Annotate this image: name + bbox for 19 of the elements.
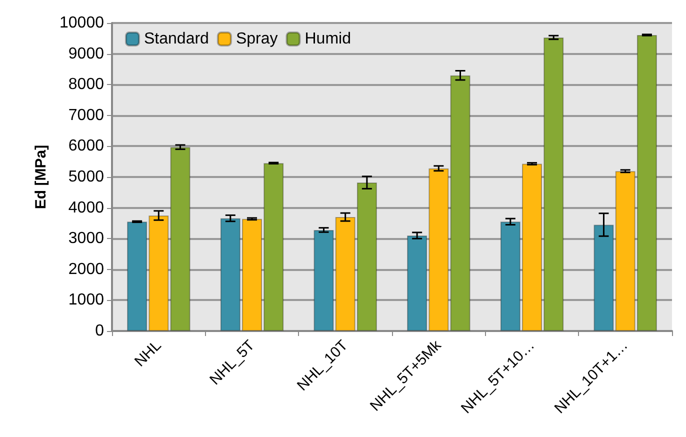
y-tick-label: 2000 [68,260,104,278]
y-tick-label: 0 [95,322,104,340]
y-tick-label: 5000 [68,168,104,186]
bar [450,75,470,331]
y-tick-label: 1000 [68,292,104,309]
legend-label: Standard [144,30,209,48]
y-tick-label: 6000 [68,138,104,155]
y-tick-label: 3000 [68,230,104,248]
y-tick-label: 4000 [68,199,104,216]
legend-label: Humid [304,30,351,48]
y-tick-label: 10000 [60,14,104,32]
y-axis-title: Ed [MPa] [32,144,50,210]
x-tick-label: NHL [131,336,165,370]
bar [314,230,334,331]
bar [170,147,190,331]
y-tick-label: 8000 [68,76,104,94]
y-tick-label: 7000 [68,106,104,124]
y-tick-label: 9000 [68,45,104,62]
legend-label: Spray [236,30,278,48]
